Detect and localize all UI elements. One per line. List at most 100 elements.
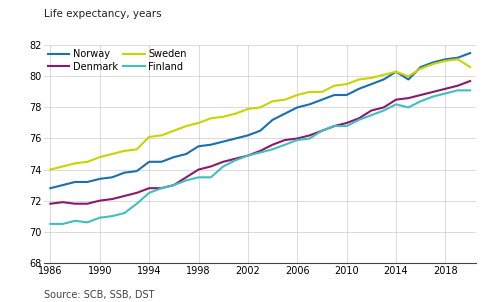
- Norway: [159, 160, 164, 164]
- Finland: [418, 99, 424, 103]
- Denmark: [381, 106, 386, 109]
- Sweden: [381, 73, 386, 77]
- Sweden: [418, 67, 424, 70]
- Denmark: [331, 124, 337, 128]
- Sweden: [97, 155, 103, 159]
- Sweden: [331, 84, 337, 88]
- Finland: [368, 113, 374, 117]
- Denmark: [60, 200, 66, 204]
- Finland: [319, 129, 325, 133]
- Norway: [208, 143, 214, 146]
- Finland: [381, 109, 386, 112]
- Norway: [220, 140, 226, 143]
- Denmark: [72, 202, 78, 206]
- Denmark: [208, 165, 214, 168]
- Finland: [344, 124, 350, 128]
- Finland: [97, 216, 103, 220]
- Norway: [60, 183, 66, 187]
- Denmark: [84, 202, 90, 206]
- Denmark: [134, 191, 140, 195]
- Norway: [121, 171, 127, 175]
- Norway: [430, 61, 436, 64]
- Sweden: [319, 90, 325, 94]
- Line: Sweden: Sweden: [51, 59, 470, 169]
- Finland: [270, 148, 275, 151]
- Denmark: [356, 117, 362, 120]
- Norway: [393, 70, 399, 73]
- Finland: [442, 92, 448, 95]
- Sweden: [195, 121, 201, 125]
- Sweden: [84, 160, 90, 164]
- Sweden: [282, 98, 288, 101]
- Norway: [257, 129, 263, 133]
- Sweden: [467, 65, 473, 69]
- Denmark: [97, 199, 103, 202]
- Line: Finland: Finland: [51, 90, 470, 224]
- Finland: [455, 88, 461, 92]
- Denmark: [159, 186, 164, 190]
- Sweden: [430, 62, 436, 66]
- Norway: [270, 118, 275, 122]
- Text: Source: SCB, SSB, DST: Source: SCB, SSB, DST: [44, 290, 155, 300]
- Finland: [48, 222, 54, 226]
- Denmark: [430, 90, 436, 94]
- Sweden: [233, 112, 239, 115]
- Sweden: [220, 115, 226, 119]
- Norway: [344, 93, 350, 97]
- Denmark: [307, 133, 313, 137]
- Sweden: [109, 152, 115, 156]
- Finland: [72, 219, 78, 223]
- Norway: [418, 65, 424, 69]
- Sweden: [134, 148, 140, 151]
- Denmark: [393, 98, 399, 101]
- Norway: [319, 98, 325, 101]
- Denmark: [270, 143, 275, 146]
- Sweden: [60, 165, 66, 168]
- Finland: [257, 151, 263, 154]
- Norway: [406, 78, 411, 81]
- Denmark: [442, 87, 448, 91]
- Denmark: [233, 157, 239, 160]
- Finland: [406, 106, 411, 109]
- Line: Denmark: Denmark: [51, 81, 470, 204]
- Sweden: [121, 149, 127, 153]
- Norway: [84, 180, 90, 184]
- Finland: [233, 159, 239, 162]
- Norway: [245, 133, 251, 137]
- Norway: [48, 186, 54, 190]
- Sweden: [48, 168, 54, 171]
- Denmark: [282, 138, 288, 142]
- Finland: [171, 183, 177, 187]
- Denmark: [368, 109, 374, 112]
- Sweden: [257, 106, 263, 109]
- Denmark: [319, 129, 325, 133]
- Norway: [233, 137, 239, 140]
- Finland: [195, 175, 201, 179]
- Denmark: [294, 137, 300, 140]
- Finland: [331, 124, 337, 128]
- Norway: [331, 93, 337, 97]
- Finland: [60, 222, 66, 226]
- Norway: [467, 51, 473, 55]
- Norway: [195, 144, 201, 148]
- Norway: [307, 102, 313, 106]
- Line: Norway: Norway: [51, 53, 470, 188]
- Finland: [282, 143, 288, 146]
- Sweden: [368, 76, 374, 80]
- Norway: [109, 175, 115, 179]
- Sweden: [245, 107, 251, 111]
- Norway: [368, 82, 374, 86]
- Sweden: [270, 99, 275, 103]
- Norway: [442, 57, 448, 61]
- Denmark: [220, 160, 226, 164]
- Denmark: [183, 175, 189, 179]
- Norway: [134, 169, 140, 173]
- Denmark: [406, 96, 411, 100]
- Sweden: [171, 129, 177, 133]
- Finland: [430, 95, 436, 98]
- Denmark: [109, 197, 115, 201]
- Finland: [467, 88, 473, 92]
- Finland: [159, 186, 164, 190]
- Finland: [393, 102, 399, 106]
- Sweden: [344, 82, 350, 86]
